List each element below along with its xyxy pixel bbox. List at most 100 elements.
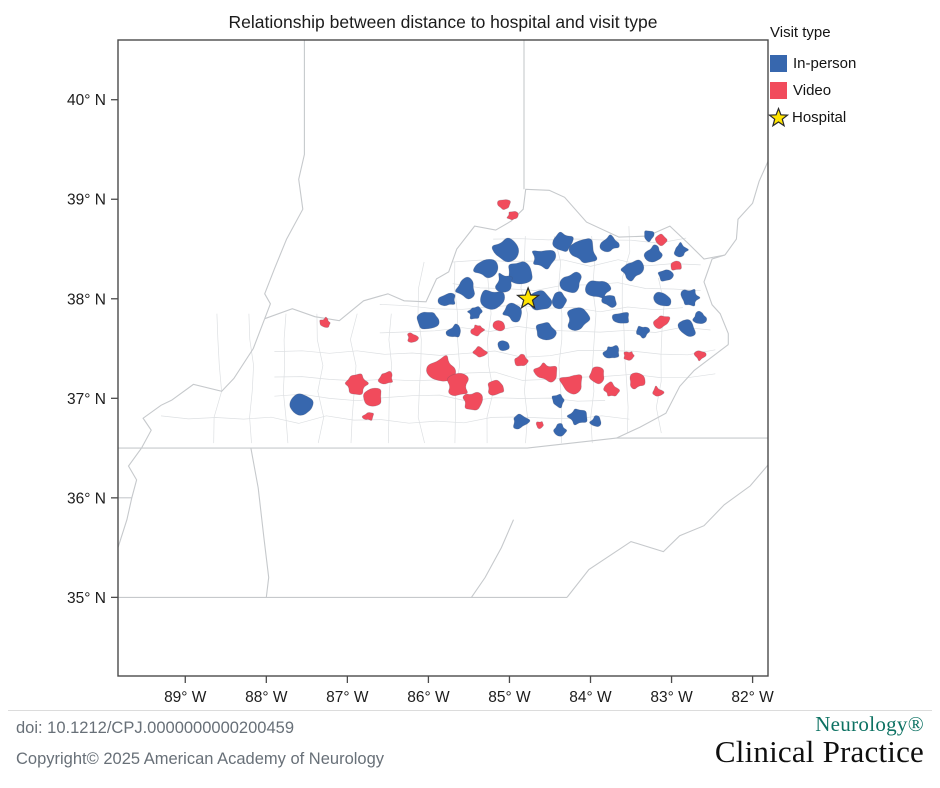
in-person-zip-patch (445, 323, 461, 338)
in-person-zip-patch (680, 288, 701, 307)
video-zip-patch (319, 316, 331, 328)
plot-frame (117, 39, 769, 677)
county-line (590, 236, 597, 444)
video-zip-patch (407, 332, 419, 343)
video-swatch-icon (770, 82, 787, 99)
hospital-star-glyph (767, 106, 790, 128)
state-border-line (171, 318, 266, 401)
in-person-zip-patch (568, 238, 598, 264)
copyright-text: Copyright© 2025 American Academy of Neur… (16, 750, 385, 768)
video-zip-patch (588, 366, 605, 385)
in-person-zip-patch (644, 230, 655, 243)
video-zip-patch (462, 391, 484, 411)
footer-divider (8, 710, 932, 711)
video-zip-patch (344, 373, 369, 396)
in-person-zip-patch (480, 289, 506, 310)
axis-tick-labels: 89° W 88° W 87° W 86° W 85° W 84° W 83° W 82° W… (67, 92, 774, 706)
journal-subname: Clinical Practice (714, 734, 924, 770)
video-zip-patch (693, 350, 707, 362)
in-person-zip-patch (491, 237, 520, 263)
y-tick-label: 40° N (67, 92, 106, 109)
video-zip-patch (559, 374, 583, 395)
y-tick-label: 35° N (67, 590, 106, 607)
in-person-zip-patch (531, 249, 557, 270)
in-person-zip-patch (553, 423, 568, 437)
y-tick-label: 36° N (67, 490, 106, 507)
in-person-zip-patch (551, 393, 565, 409)
in-person-zip-patch (643, 244, 663, 263)
legend-item-video: Video (770, 77, 856, 104)
video-zip-patch (487, 379, 505, 396)
in-person-zip-patch (473, 258, 499, 279)
journal-logo: Neurology® Clinical Practice (714, 712, 924, 770)
county-mesh (160, 226, 716, 444)
in-person-zip-patch (416, 311, 440, 330)
state-border-line (250, 448, 270, 598)
in-person-zip-patch (535, 322, 557, 341)
state-border-line (724, 161, 769, 256)
state-borders (117, 40, 769, 598)
video-zip-patch (426, 355, 457, 382)
in-person-zip-patch (508, 261, 533, 285)
state-border-line (470, 519, 515, 598)
in-person-zip-patch (455, 276, 475, 300)
figure-title: Relationship between distance to hospita… (228, 12, 658, 32)
in-person-zip-patch (551, 291, 568, 310)
video-zip-patch (652, 315, 671, 330)
in-person-zip-patch (467, 306, 483, 320)
zip-code-patches (289, 199, 708, 437)
in-person-zip-patch (692, 310, 708, 325)
hospital-star-icon (767, 106, 790, 129)
video-zip-patch (492, 320, 506, 332)
doi-text: doi: 10.1212/CPJ.0000000000200459 (16, 719, 294, 737)
video-zip-patch (533, 362, 558, 383)
hospital-star (515, 286, 541, 310)
video-zip-patch (629, 372, 646, 390)
county-line (160, 415, 630, 424)
in-person-zip-patch (552, 231, 574, 252)
in-person-zip-patch (559, 271, 582, 294)
axis-ticks (111, 99, 754, 683)
county-line (248, 313, 254, 444)
in-person-zip-patch (657, 269, 674, 282)
in-person-zip-patch (611, 312, 630, 324)
video-zip-patch (377, 370, 393, 385)
legend-item-label: In-person (793, 55, 857, 72)
in-person-zip-patch (636, 325, 651, 339)
video-zip-patch (654, 233, 668, 247)
y-tick-label: 37° N (67, 391, 106, 408)
state-border-line (118, 437, 768, 449)
x-tick-label: 84° W (569, 689, 612, 706)
video-zip-patch (535, 421, 544, 430)
in-person-zip-patch (589, 415, 602, 428)
county-line (553, 236, 563, 444)
legend: Visit type In-person Video Hospital (767, 24, 857, 131)
in-person-zip-patch (673, 241, 689, 258)
county-line (213, 313, 222, 444)
state-border-line (616, 344, 729, 439)
in-person-zip-patch (653, 291, 672, 307)
in-person-zip-patch (502, 302, 522, 323)
state-border-line (264, 40, 305, 319)
video-zip-patch (623, 351, 635, 361)
video-zip-patch (514, 353, 529, 367)
state-border-line (566, 464, 769, 598)
county-line (274, 371, 716, 382)
video-zip-patch (472, 346, 488, 358)
in-person-zip-patch (494, 272, 513, 293)
state-border-line (127, 399, 172, 498)
county-line (274, 349, 716, 358)
legend-title: Visit type (770, 24, 831, 41)
video-zip-patch (652, 385, 665, 397)
state-border-line (703, 254, 729, 345)
in-person-zip-patch (513, 413, 531, 430)
map-canvas: 89° W 88° W 87° W 86° W 85° W 84° W 83° W 82° W… (67, 39, 774, 706)
in-person-zip-patch (599, 234, 620, 253)
in-person-zip-patch (602, 345, 620, 359)
state-border-line (117, 497, 133, 548)
video-zip-patch (670, 260, 682, 271)
county-line (282, 313, 289, 444)
in-person-zip-patch (584, 280, 612, 299)
x-tick-label: 88° W (245, 689, 288, 706)
x-tick-label: 83° W (650, 689, 693, 706)
